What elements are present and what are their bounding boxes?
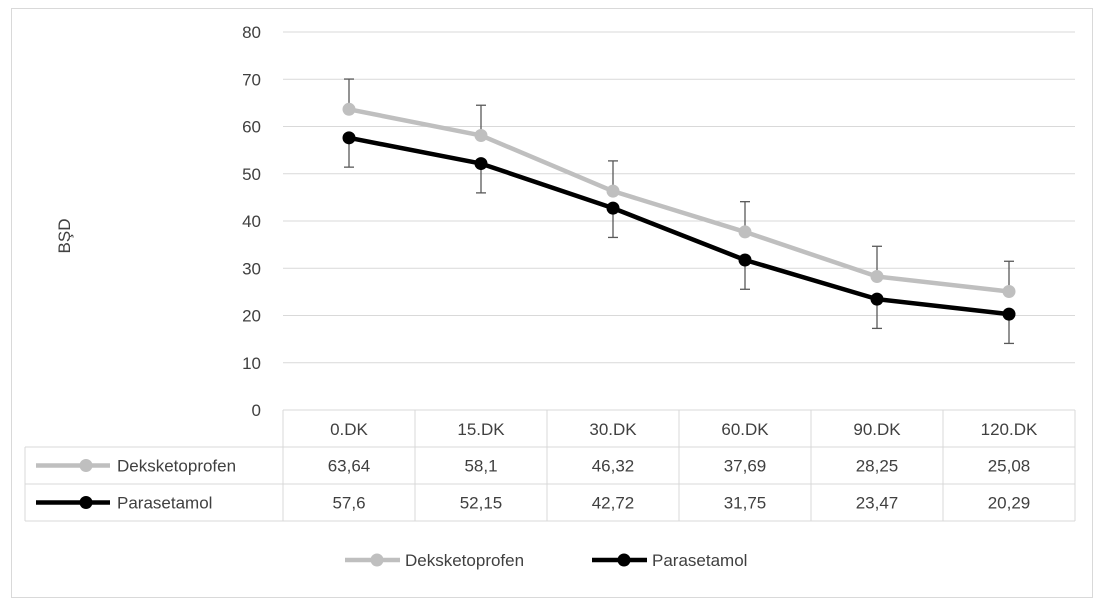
data-label-1-0: 57,6 <box>332 494 365 513</box>
series-points <box>342 102 1016 321</box>
data-label-0-5: 25,08 <box>988 457 1031 476</box>
data-point-0-1 <box>474 128 488 142</box>
legend: Deksketoprofen Parasetamol <box>345 551 747 570</box>
legend-marker-1 <box>617 553 631 567</box>
data-point-0-0 <box>342 102 356 116</box>
x-tick-label-5: 120.DK <box>981 420 1038 439</box>
y-tick-label-50: 50 <box>242 165 261 184</box>
legend-label-1: Parasetamol <box>652 551 747 570</box>
table-series-name-0: Deksketoprofen <box>117 457 236 476</box>
y-tick-label-40: 40 <box>242 212 261 231</box>
y-tick-label-60: 60 <box>242 118 261 137</box>
x-tick-label-1: 15.DK <box>457 420 505 439</box>
data-point-0-3 <box>738 225 752 239</box>
x-tick-label-4: 90.DK <box>853 420 901 439</box>
table-legend-marker-1 <box>79 496 93 509</box>
data-label-1-4: 23,47 <box>856 494 899 513</box>
y-tick-label-10: 10 <box>242 354 261 373</box>
data-point-1-4 <box>870 292 884 306</box>
x-tick-label-2: 30.DK <box>589 420 637 439</box>
y-tick-label-0: 0 <box>252 401 261 420</box>
y-axis-ticks: 0 10 20 30 40 50 60 70 80 <box>242 23 261 420</box>
series-line-0 <box>346 107 1012 294</box>
data-point-0-2 <box>606 184 620 198</box>
series-line-1 <box>346 135 1012 317</box>
y-axis-label: BŞD <box>55 219 74 254</box>
data-label-1-2: 42,72 <box>592 494 635 513</box>
legend-label-0: Deksketoprofen <box>405 551 524 570</box>
y-tick-label-20: 20 <box>242 307 261 326</box>
x-tick-label-3: 60.DK <box>721 420 769 439</box>
table-series-name-1: Parasetamol <box>117 494 212 513</box>
data-label-0-1: 58,1 <box>464 457 497 476</box>
data-label-1-5: 20,29 <box>988 494 1031 513</box>
data-point-1-3 <box>738 253 752 267</box>
data-point-0-4 <box>870 270 884 284</box>
legend-marker-0 <box>370 553 384 567</box>
data-point-0-5 <box>1002 284 1016 298</box>
data-point-1-1 <box>474 157 488 171</box>
y-tick-label-70: 70 <box>242 70 261 89</box>
data-label-0-0: 63,64 <box>328 457 371 476</box>
data-label-0-2: 46,32 <box>592 457 635 476</box>
data-table: 0.DK 15.DK 30.DK 60.DK 90.DK 120.DK Deksketopr… <box>24 409 1076 522</box>
gridlines <box>283 31 1075 364</box>
data-label-1-3: 31,75 <box>724 494 767 513</box>
data-point-1-2 <box>606 201 620 215</box>
y-tick-label-30: 30 <box>242 259 261 278</box>
data-point-1-0 <box>342 131 356 145</box>
data-label-0-3: 37,69 <box>724 457 767 476</box>
y-tick-label-80: 80 <box>242 23 261 42</box>
series-lines <box>346 107 1012 317</box>
table-legend-marker-0 <box>79 459 93 472</box>
data-label-1-1: 52,15 <box>460 494 503 513</box>
data-point-1-5 <box>1002 307 1016 321</box>
data-label-0-4: 28,25 <box>856 457 899 476</box>
x-tick-label-0: 0.DK <box>330 420 368 439</box>
